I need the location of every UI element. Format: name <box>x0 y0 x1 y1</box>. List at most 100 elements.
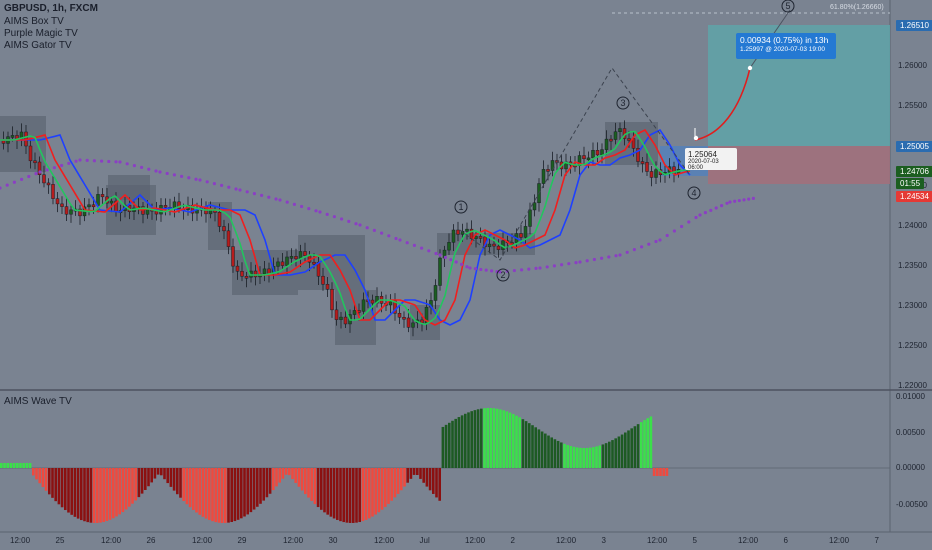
wave-bar <box>572 446 576 468</box>
purple-magic-dot <box>60 163 64 168</box>
wave-bar <box>233 468 237 522</box>
wave-bar <box>422 468 425 483</box>
purple-magic-dot <box>180 174 184 178</box>
candle <box>289 256 294 259</box>
wave-bar <box>528 423 531 468</box>
wave-bar <box>48 468 51 495</box>
alligator-lips-line <box>0 130 690 326</box>
purple-magic-dot <box>703 211 708 215</box>
candle <box>235 265 240 272</box>
wave-bar <box>348 468 352 523</box>
wave-3-circle <box>616 96 630 110</box>
candle <box>433 285 438 301</box>
wave-bar <box>6 463 9 468</box>
time-tick-label: 12:00 <box>101 536 122 545</box>
purple-magic-dot <box>45 168 49 172</box>
time-tick-label: 29 <box>237 536 247 545</box>
wave-bar <box>412 468 416 475</box>
wave-bar <box>428 468 432 491</box>
wave-bar <box>121 468 125 513</box>
purple-magic-dot <box>5 183 9 187</box>
wave-bar <box>524 421 528 468</box>
measure-change: 0.00934 (0.75%) in 13h <box>740 35 829 45</box>
wave-bar <box>457 417 461 468</box>
indicator-legend-gator[interactable]: AIMS Gator TV <box>4 40 72 51</box>
purple-magic-dot <box>78 158 82 162</box>
candle <box>46 182 51 186</box>
purple-magic-dot <box>473 267 477 271</box>
wave-bar <box>656 468 659 476</box>
candle <box>78 208 82 217</box>
purple-magic-dot <box>592 257 597 262</box>
wave-bar <box>476 409 480 468</box>
wave-bar <box>147 468 150 487</box>
indicator-legend-purple[interactable]: Purple Magic TV <box>4 28 78 39</box>
wave-bar <box>432 468 435 494</box>
wave-bar <box>73 468 77 517</box>
wave-bar <box>259 468 262 504</box>
indicator-legend-box[interactable]: AIMS Box TV <box>4 16 64 27</box>
candle <box>456 229 460 235</box>
time-tick-label: 12:00 <box>283 536 304 545</box>
wave-bar <box>118 468 121 515</box>
time-tick-label: 12:00 <box>829 536 850 545</box>
wave-bar <box>262 468 265 501</box>
purple-magic-dot <box>194 177 198 181</box>
purple-magic-dot <box>340 217 344 221</box>
time-tick-label: 30 <box>328 536 338 545</box>
wave-bar <box>480 408 483 468</box>
candle <box>654 169 658 178</box>
wave-pane-title[interactable]: AIMS Wave TV <box>4 396 72 407</box>
wave-bar <box>112 468 115 519</box>
wave-bar <box>252 468 256 510</box>
purple-magic-dot <box>647 242 651 246</box>
stop-zone <box>708 146 890 184</box>
wave-bar <box>224 468 227 523</box>
wave-bar <box>608 441 611 468</box>
purple-magic-dot <box>394 236 398 241</box>
purple-magic-dot <box>560 263 564 267</box>
purple-magic-dot <box>198 178 202 182</box>
candle <box>528 209 532 227</box>
wave-bar <box>416 468 419 475</box>
time-tick-label: 25 <box>55 536 65 545</box>
symbol-legend[interactable]: GBPUSD, 1h, FXCM <box>4 3 98 14</box>
purple-magic-dot <box>420 246 424 250</box>
wave-bar <box>611 440 614 468</box>
purple-magic-dot <box>67 161 71 165</box>
time-tick-label: 12:00 <box>192 536 213 545</box>
purple-magic-dot <box>552 264 557 268</box>
wave-bar <box>326 468 329 515</box>
candle <box>591 150 595 159</box>
purple-magic-dot <box>92 159 96 163</box>
candle <box>645 162 649 172</box>
purple-magic-dot <box>520 268 524 272</box>
candle <box>69 209 73 215</box>
wave-bar <box>508 412 512 468</box>
candle <box>226 230 231 247</box>
box-indicator-8 <box>605 122 658 165</box>
price-tick-label: 1.23500 <box>898 261 927 270</box>
entry-price: 1.25064 <box>688 150 717 159</box>
purple-magic-dot <box>158 170 162 174</box>
wave-bar <box>236 468 240 520</box>
price-tick-label: 1.23000 <box>898 301 927 310</box>
purple-magic-dot <box>567 262 571 266</box>
candle <box>91 204 96 208</box>
candle <box>87 204 91 208</box>
wave-bar <box>288 468 291 476</box>
wave-bar <box>659 468 662 476</box>
purple-magic-dot <box>118 160 122 164</box>
purple-magic-dot <box>278 198 282 202</box>
wave-bar <box>166 468 169 484</box>
wave-bar <box>156 468 160 475</box>
candle <box>51 184 55 199</box>
candle <box>64 206 69 215</box>
wave-bar <box>502 410 505 468</box>
candle <box>550 160 555 171</box>
candle <box>330 288 334 311</box>
purple-magic-dot <box>147 167 151 171</box>
wave-bar <box>617 436 621 468</box>
